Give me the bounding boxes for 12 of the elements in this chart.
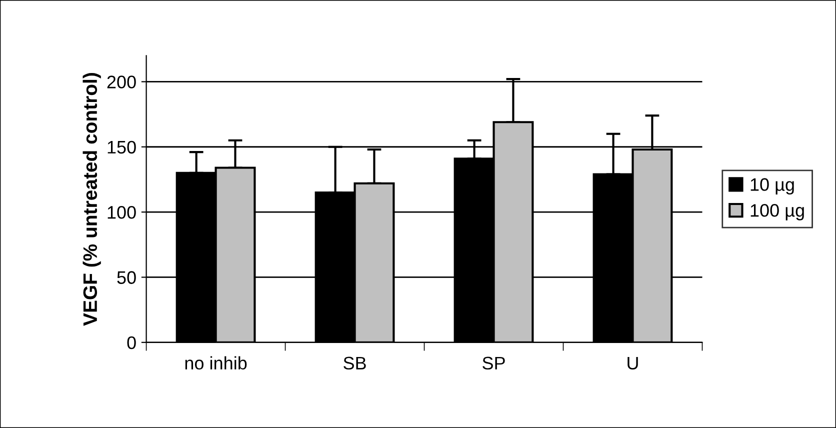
legend-label: 100 µg (750, 204, 804, 220)
x-tick-label: U (628, 356, 638, 370)
x-tick-label: SB (344, 356, 366, 370)
y-tick-label: 150 (108, 140, 136, 154)
x-tick-label: SP (482, 356, 505, 370)
y-axis-title: VEGF (% untreated control) (82, 73, 101, 326)
y-tick-label: 0 (127, 336, 136, 350)
legend-label: 10 µg (750, 178, 794, 195)
y-tick-label: 200 (107, 76, 136, 88)
x-tick-label: no inhib (185, 356, 247, 370)
y-tick-label: 100 (108, 206, 136, 219)
y-tick-label: 50 (117, 271, 136, 284)
